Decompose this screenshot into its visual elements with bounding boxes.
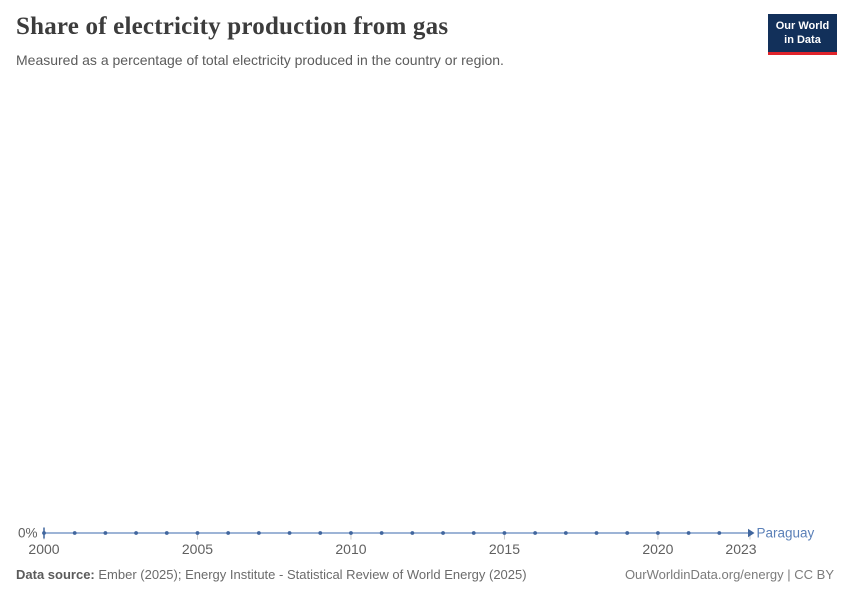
x-axis-label-2005: 2005 [182, 541, 213, 557]
data-point-2015[interactable] [502, 531, 507, 535]
data-point-2021[interactable] [686, 531, 691, 535]
data-point-2006[interactable] [226, 531, 231, 535]
data-point-2018[interactable] [594, 531, 599, 535]
data-point-2001[interactable] [72, 531, 77, 535]
data-point-2007[interactable] [256, 531, 261, 535]
data-point-2013[interactable] [441, 531, 445, 535]
data-point-2009[interactable] [318, 531, 323, 535]
x-axis-label-2000: 2000 [28, 541, 59, 557]
data-point-2010[interactable] [349, 531, 353, 535]
data-point-2005[interactable] [195, 531, 200, 535]
data-source-label: Data source: [16, 567, 95, 582]
page-title: Share of electricity production from gas [16, 13, 449, 40]
chart-footer: Data source: Ember (2025); Energy Instit… [16, 567, 834, 582]
data-point-2012[interactable] [410, 531, 415, 535]
x-axis-label-2023: 2023 [725, 541, 756, 557]
x-axis-label-2010: 2010 [335, 541, 366, 557]
owid-logo-line1: Our World [775, 20, 830, 32]
x-axis-label-2015: 2015 [489, 541, 520, 557]
entity-label-paraguay[interactable]: Paraguay [757, 526, 815, 541]
owid-logo[interactable]: Our World in Data [768, 14, 837, 55]
data-point-2022[interactable] [717, 531, 722, 535]
data-point-2004[interactable] [164, 531, 169, 535]
data-point-2020[interactable] [656, 531, 660, 535]
data-point-2017[interactable] [563, 531, 568, 535]
data-source: Data source: Ember (2025); Energy Instit… [16, 567, 527, 582]
line-end-arrow [748, 528, 755, 538]
data-point-2008[interactable] [287, 531, 292, 535]
data-point-2016[interactable] [533, 531, 538, 535]
credit-link[interactable]: OurWorldinData.org/energy | CC BY [624, 567, 834, 582]
data-point-2002[interactable] [103, 531, 108, 535]
y-axis-label-0%: 0% [18, 526, 38, 541]
data-point-2000[interactable] [42, 531, 46, 535]
data-source-text: Ember (2025); Energy Institute - Statist… [94, 567, 527, 582]
data-point-2014[interactable] [471, 531, 476, 535]
owid-logo-line2: in Data [784, 34, 821, 47]
data-point-2011[interactable] [379, 531, 384, 535]
x-axis-label-2020: 2020 [642, 541, 673, 557]
data-point-2003[interactable] [134, 531, 138, 535]
chart-subtitle: Measured as a percentage of total electr… [16, 52, 504, 68]
data-point-2019[interactable] [625, 531, 630, 535]
